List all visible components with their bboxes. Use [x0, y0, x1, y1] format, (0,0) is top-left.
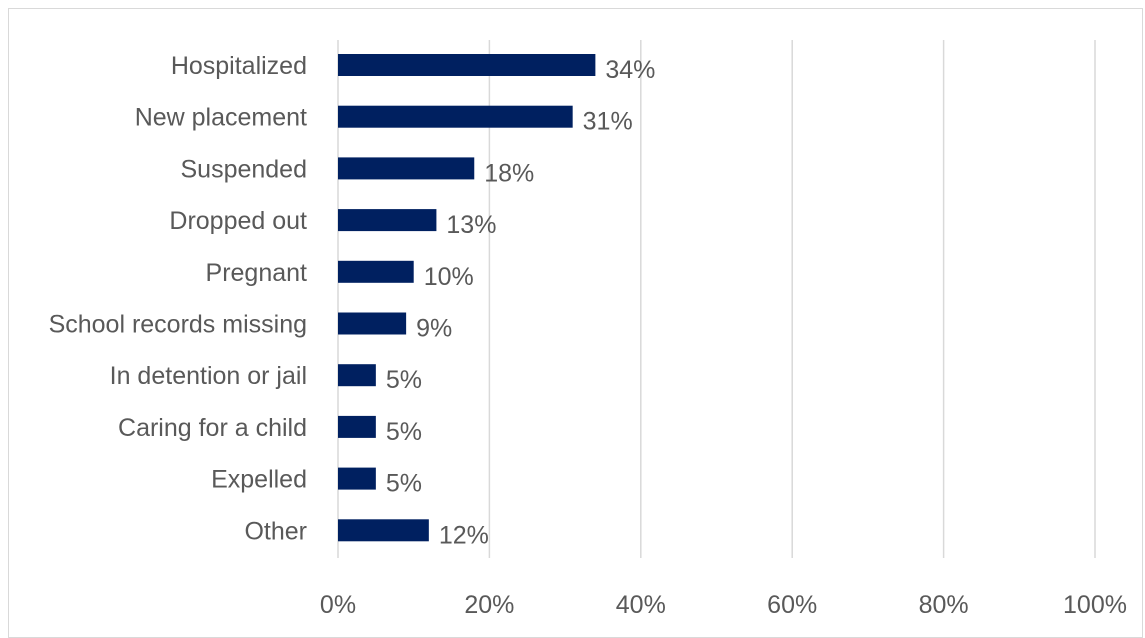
bar	[338, 415, 376, 438]
chart-frame	[8, 8, 1143, 638]
bar	[338, 364, 376, 387]
bar	[338, 312, 407, 335]
bar	[338, 260, 414, 283]
bar	[338, 105, 573, 128]
category-label: Expelled	[211, 466, 307, 494]
data-label: 5%	[386, 470, 422, 498]
category-labels: Hospitalized New placement Suspended Droppe…	[49, 52, 307, 545]
bar	[338, 519, 429, 542]
category-label: Hospitalized	[171, 52, 307, 80]
category-label: New placement	[135, 104, 307, 132]
data-label: 9%	[416, 315, 452, 343]
bar	[338, 157, 475, 180]
data-label: 5%	[386, 366, 422, 394]
category-label: Pregnant	[206, 259, 308, 287]
data-label: 13%	[446, 211, 496, 239]
bar	[338, 467, 376, 490]
data-label: 10%	[424, 263, 474, 291]
category-label: Dropped out	[169, 207, 307, 235]
category-label: Suspended	[180, 155, 307, 183]
data-labels: 34% 31% 18% 13% 10% 9% 5% 5% 5% 12%	[386, 56, 656, 549]
bar-chart: Hospitalized New placement Suspended Droppe…	[49, 40, 1127, 619]
category-label: Other	[244, 517, 307, 545]
data-label: 18%	[484, 159, 534, 187]
bar	[338, 209, 437, 232]
category-label: School records missing	[49, 311, 307, 339]
data-label: 34%	[605, 56, 655, 84]
x-tick-label: 0%	[320, 591, 356, 619]
x-tick-label: 40%	[616, 591, 666, 619]
x-axis-tick-labels: 0% 20% 40% 60% 80% 100%	[320, 591, 1127, 619]
x-tick-label: 60%	[767, 591, 817, 619]
data-label: 12%	[439, 521, 489, 549]
bar	[338, 54, 596, 76]
bars	[338, 54, 596, 542]
data-label: 31%	[583, 108, 633, 136]
category-label: In detention or jail	[110, 362, 307, 390]
x-tick-label: 20%	[464, 591, 514, 619]
category-label: Caring for a child	[118, 414, 307, 442]
x-tick-label: 100%	[1063, 591, 1127, 619]
x-tick-label: 80%	[919, 591, 969, 619]
data-label: 5%	[386, 418, 422, 446]
